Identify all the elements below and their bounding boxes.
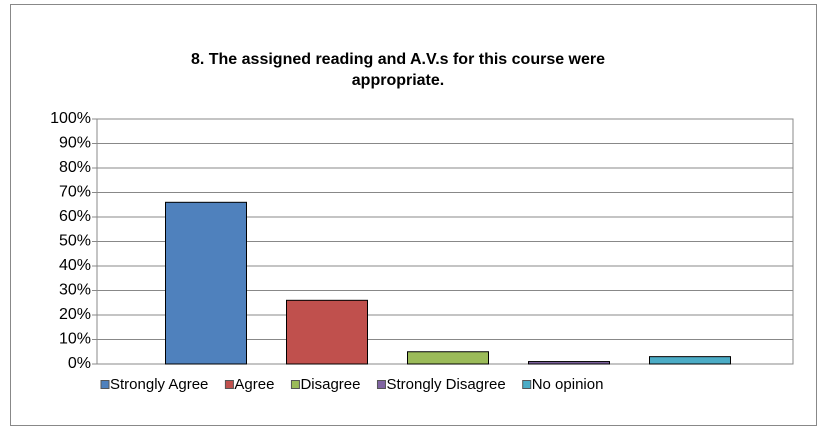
y-tick-label: 50%: [59, 233, 91, 250]
y-tick-label: 60%: [59, 208, 91, 225]
y-tick-label: 0%: [68, 355, 91, 372]
bar: [286, 299, 368, 365]
y-tick-label: 10%: [59, 331, 91, 348]
legend-swatch: [100, 380, 110, 389]
bar: [649, 356, 731, 365]
legend-swatch: [376, 380, 386, 389]
legend-label: Agree: [234, 376, 274, 393]
legend-label: No opinion: [532, 376, 604, 393]
bar: [407, 351, 489, 365]
bar: [165, 201, 247, 365]
y-tick-label: 70%: [59, 184, 91, 201]
y-tick-label: 90%: [59, 135, 91, 152]
y-tick-label: 20%: [59, 306, 91, 323]
legend-label: Strongly Disagree: [386, 376, 505, 393]
legend-swatch: [522, 380, 532, 389]
chart-title: 8. The assigned reading and A.V.s for th…: [191, 51, 605, 68]
chart-title: appropriate.: [352, 72, 444, 89]
y-tick-label: 100%: [50, 110, 91, 127]
y-tick-label: 80%: [59, 159, 91, 176]
y-tick-label: 40%: [59, 257, 91, 274]
bar: [528, 361, 610, 365]
legend-swatch: [290, 380, 300, 389]
y-tick-label: 30%: [59, 282, 91, 299]
legend-label: Disagree: [300, 376, 360, 393]
legend-swatch: [224, 380, 234, 389]
legend-label: Strongly Agree: [110, 376, 208, 393]
